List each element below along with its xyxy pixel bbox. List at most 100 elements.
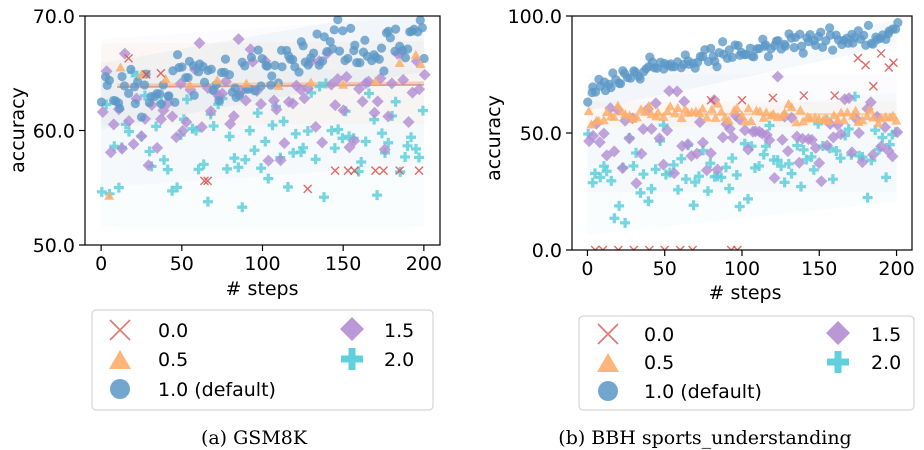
data-point [852, 126, 865, 139]
y-tick-label: 60.0 [33, 121, 75, 143]
legend-marker-circle [110, 379, 130, 399]
data-point [274, 154, 287, 167]
data-point [156, 68, 166, 78]
data-point [586, 119, 597, 129]
data-point [303, 184, 313, 194]
x-tick-label: 0 [95, 253, 107, 275]
data-point [107, 118, 120, 131]
data-point [867, 148, 880, 161]
data-point [690, 147, 703, 160]
data-point [736, 110, 747, 120]
data-point [712, 98, 723, 108]
confidence-band [587, 19, 897, 111]
data-point [734, 201, 745, 212]
legend-label: 0.0 [158, 320, 188, 342]
data-point [262, 61, 272, 71]
data-point [690, 177, 701, 188]
data-point [256, 163, 267, 174]
data-point [758, 149, 769, 160]
data-point [305, 77, 316, 87]
series-circle [96, 16, 429, 122]
plot-content [96, 16, 431, 226]
data-point [400, 53, 411, 63]
data-point [732, 245, 742, 250]
data-point [593, 136, 606, 149]
data-point [731, 169, 742, 180]
data-point [856, 156, 869, 169]
data-point [710, 112, 721, 122]
data-point [410, 143, 421, 154]
data-point [835, 153, 846, 164]
data-point [318, 192, 329, 203]
data-point [222, 163, 233, 174]
data-point [628, 161, 639, 172]
data-point [166, 110, 179, 123]
data-point [115, 142, 128, 155]
data-point [115, 62, 126, 72]
data-point [234, 90, 245, 100]
legend-marker-x [109, 319, 131, 341]
data-point [253, 45, 263, 55]
data-point [338, 79, 349, 89]
data-point [608, 145, 621, 158]
series-triangle [583, 98, 902, 129]
data-point [227, 110, 240, 123]
data-point [124, 53, 134, 63]
data-point [612, 100, 623, 110]
legend-label: 1.0 (default) [158, 379, 276, 401]
x-tick-label: 150 [801, 258, 837, 280]
legend-label: 1.5 [384, 320, 414, 342]
data-point [288, 54, 298, 65]
data-point [312, 29, 322, 39]
legend-frame [578, 315, 915, 411]
data-point [614, 200, 625, 211]
data-point [117, 71, 127, 82]
data-point [873, 118, 884, 128]
data-point [828, 45, 838, 55]
data-point [303, 60, 313, 70]
data-point [799, 91, 809, 101]
data-point [371, 95, 384, 108]
data-point [768, 108, 779, 118]
data-point [333, 16, 343, 25]
data-point [266, 80, 276, 90]
data-point [671, 85, 684, 98]
x-tick-label: 100 [724, 258, 760, 280]
data-point [370, 76, 381, 86]
data-point [635, 187, 646, 198]
data-point [754, 106, 765, 116]
y-tick-label: 50.0 [33, 235, 75, 257]
legend-marker-x [597, 323, 619, 345]
y-axis-label: accuracy [7, 87, 29, 173]
data-point [616, 162, 629, 175]
data-point [414, 152, 425, 163]
data-point [382, 110, 395, 123]
data-point [133, 76, 143, 87]
data-point [250, 86, 260, 96]
chart-gsm8k: 0 50 100 150 200 50.0 60.0 70.0 # steps accura… [7, 6, 442, 449]
data-point [170, 131, 183, 144]
legend-marker-diamond [340, 317, 364, 341]
data-point [635, 147, 648, 160]
data-point [834, 128, 847, 141]
data-point [353, 82, 366, 95]
data-point [693, 171, 704, 182]
data-point [704, 147, 717, 160]
data-point [810, 40, 821, 50]
data-point [742, 143, 755, 156]
data-point [793, 156, 806, 169]
legend-label: 1.5 [871, 324, 901, 346]
data-point [877, 132, 888, 143]
data-point [277, 62, 287, 72]
data-point [646, 183, 657, 194]
data-point [720, 162, 731, 173]
data-point [302, 126, 313, 137]
data-point [829, 110, 840, 120]
data-point [203, 176, 213, 186]
x-tick-label: 0 [581, 258, 593, 280]
legend-label: 2.0 [384, 349, 414, 371]
data-point [263, 173, 274, 184]
data-point [789, 43, 799, 53]
data-point [764, 120, 775, 131]
